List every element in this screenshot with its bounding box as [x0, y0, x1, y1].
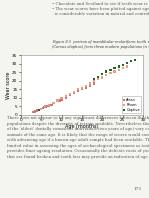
- Rhum: [89, 82, 91, 85]
- Arran: [52, 101, 55, 105]
- Rhum: [56, 99, 59, 102]
- Arran: [32, 111, 34, 114]
- Rhum: [97, 78, 99, 81]
- Rhum: [40, 107, 42, 110]
- Arran: [48, 104, 51, 107]
- Captive: [97, 75, 99, 78]
- Legend: Arran, Rhum, Captive: Arran, Rhum, Captive: [122, 96, 141, 113]
- Arran: [58, 99, 61, 102]
- Captive: [130, 60, 132, 63]
- Arran: [73, 91, 75, 94]
- Arran: [50, 103, 53, 106]
- Arran: [42, 107, 44, 110]
- Rhum: [101, 76, 104, 79]
- Arran: [56, 100, 59, 103]
- Rhum: [44, 105, 46, 108]
- Arran: [81, 88, 83, 91]
- Rhum: [73, 90, 75, 93]
- Rhum: [60, 96, 63, 99]
- Rhum: [117, 68, 120, 71]
- Rhum: [126, 65, 128, 68]
- Captive: [117, 65, 120, 68]
- Arran: [40, 107, 42, 110]
- Arran: [85, 86, 87, 89]
- Rhum: [113, 70, 116, 73]
- Captive: [105, 70, 108, 73]
- Rhum: [93, 79, 95, 83]
- Captive: [38, 108, 40, 111]
- Arran: [34, 110, 36, 113]
- Rhum: [69, 92, 71, 95]
- Arran: [69, 94, 71, 97]
- Text: Figure 8.5  parison of mandibular molariform tooth wear scores in Red Deer
(Cerv: Figure 8.5 parison of mandibular molarif…: [52, 40, 149, 49]
- Arran: [89, 84, 91, 88]
- Text: 173: 173: [134, 187, 142, 190]
- Arran: [65, 96, 67, 99]
- Rhum: [81, 86, 83, 89]
- Captive: [113, 67, 116, 70]
- Captive: [101, 72, 104, 76]
- Y-axis label: Wear score: Wear score: [6, 71, 11, 99]
- Rhum: [85, 84, 87, 88]
- Text: There does not appear to be any significant differences between the three sample: There does not appear to be any signific…: [7, 116, 149, 159]
- Captive: [109, 68, 112, 71]
- Arran: [60, 98, 63, 101]
- Rhum: [65, 95, 67, 98]
- Rhum: [109, 72, 112, 75]
- X-axis label: Age (months): Age (months): [65, 124, 99, 129]
- Rhum: [48, 103, 51, 106]
- Text: • Chocolate and Scotland to see if teeth wear is affected by different
• The wea: • Chocolate and Scotland to see if teeth…: [52, 2, 149, 16]
- Arran: [43, 106, 46, 109]
- Rhum: [52, 101, 55, 105]
- Arran: [36, 109, 38, 112]
- Arran: [46, 105, 49, 108]
- Arran: [45, 105, 47, 108]
- Arran: [77, 89, 79, 93]
- Rhum: [105, 73, 108, 77]
- Captive: [121, 63, 124, 66]
- Captive: [93, 78, 95, 81]
- Rhum: [121, 67, 124, 70]
- Rhum: [77, 88, 79, 91]
- Captive: [134, 58, 136, 61]
- Captive: [126, 62, 128, 65]
- Arran: [38, 108, 40, 111]
- Arran: [93, 82, 95, 85]
